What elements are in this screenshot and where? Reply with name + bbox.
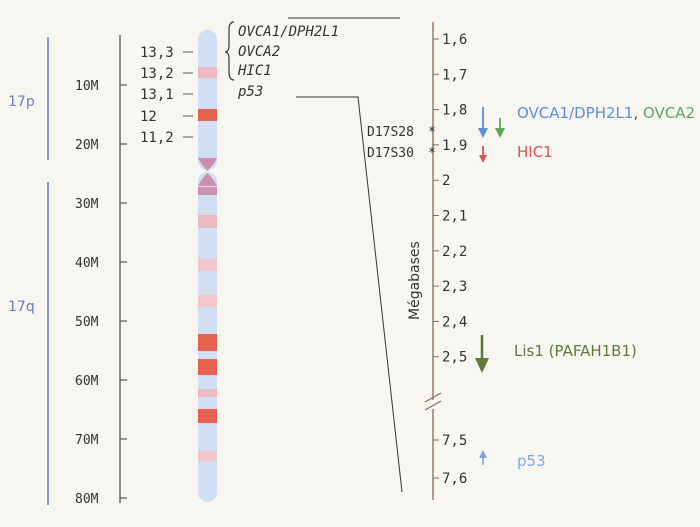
megabase-tick-label: 1,7 (442, 67, 467, 83)
megabase-tick-label: 2,2 (442, 244, 467, 260)
band-labels: 13,3 13,2 13,1 12 11,2 (140, 45, 193, 146)
marker-d17s30: D17S30 (367, 146, 414, 161)
band-q25-3 (198, 451, 217, 461)
marker-d17s28: D17S28 (367, 125, 414, 140)
chromosome (198, 30, 217, 502)
arrow-hic1-icon (479, 146, 487, 163)
gene-ovca1-label: OVCA1/DPH2L1 (517, 104, 633, 122)
scale-ticks: 10M 20M 30M 40M 50M 60M 70M 80M (75, 79, 127, 507)
q-arm-label: 17q (8, 299, 35, 315)
band-q12 (198, 215, 217, 228)
arrow-lis1-icon (475, 335, 489, 373)
megabase-tick-label: 2,4 (442, 314, 467, 330)
megabase-tick-label: 2,5 (442, 350, 467, 366)
gene-ovca2-label: OVCA2 (643, 104, 695, 122)
band-q21-3 (198, 295, 217, 307)
scale-tick-label: 40M (75, 256, 99, 271)
band-label: 13,3 (140, 45, 174, 61)
band-label: 11,2 (140, 130, 174, 146)
scale-tick-label: 10M (75, 79, 99, 94)
scale-tick-label: 20M (75, 138, 99, 153)
megabase-axis-title: Mégabases (407, 241, 423, 320)
scale-tick-label: 70M (75, 433, 99, 448)
p-arm-label: 17p (8, 94, 35, 110)
axis-break-mark-2 (424, 400, 442, 411)
megabase-tick-label: 7,6 (442, 471, 467, 487)
megabase-tick-label: 2,1 (442, 209, 467, 225)
band-q25-1 (198, 409, 217, 423)
megabase-tick-label: 1,6 (442, 32, 467, 48)
centromere-p (198, 158, 217, 171)
megabase-tick-label: 7,5 (442, 433, 467, 449)
band-q24 (198, 389, 217, 397)
zoom-line-p53 (296, 96, 403, 493)
arrow-p53-icon (479, 450, 487, 465)
megabase-ticks: 1,6 1,7 1,8 1,9 2 2,1 2,2 2,3 2,4 2,5 7,5 7,6 (433, 32, 467, 487)
gene-separator: , (633, 104, 643, 122)
arrow-ovca1-icon (478, 107, 488, 138)
band-13-2 (198, 67, 217, 78)
bracket-gene-label: p53 (237, 84, 263, 100)
band-q21-1 (198, 258, 217, 271)
scale-tick-label: 50M (75, 315, 99, 330)
bracket-gene-label: OVCA1/DPH2L1 (238, 24, 339, 40)
axis-break-mark-1 (424, 392, 442, 403)
scale-tick-label: 60M (75, 374, 99, 389)
centromere-q (198, 173, 217, 186)
gene-lis1-label: Lis1 (PAFAH1B1) (514, 342, 637, 360)
megabase-tick-label: 2,3 (442, 279, 467, 295)
megabase-tick-label: 1,9 (442, 138, 467, 154)
gene-p53-label: p53 (517, 452, 546, 470)
gene-bracket-list: OVCA1/DPH2L1 OVCA2 HIC1 p53 (237, 24, 339, 100)
scale-tick-label: 80M (75, 492, 99, 507)
band-label: 12 (140, 109, 157, 125)
chromosome-p-arm (198, 30, 217, 170)
bracket-gene-label: OVCA2 (238, 44, 280, 60)
gene-bracket (224, 21, 235, 81)
band-label: 13,2 (140, 66, 174, 82)
arrow-ovca2-icon (495, 118, 505, 138)
gene-label-ovca-line: OVCA1/DPH2L1, OVCA2 (517, 104, 695, 122)
band-q11 (198, 187, 217, 195)
band-label: 13,1 (140, 87, 174, 103)
gene-hic1-label: HIC1 (517, 143, 553, 161)
bracket-gene-label: HIC1 (237, 63, 272, 79)
marker-asterisk-icon: * (428, 146, 436, 161)
megabase-tick-label: 1,8 (442, 103, 467, 119)
marker-asterisk-icon: * (428, 125, 436, 140)
band-12 (198, 109, 217, 121)
band-q23 (198, 359, 217, 375)
band-q22 (198, 334, 217, 351)
megabase-tick-label: 2 (442, 173, 450, 189)
scale-tick-label: 30M (75, 197, 99, 212)
